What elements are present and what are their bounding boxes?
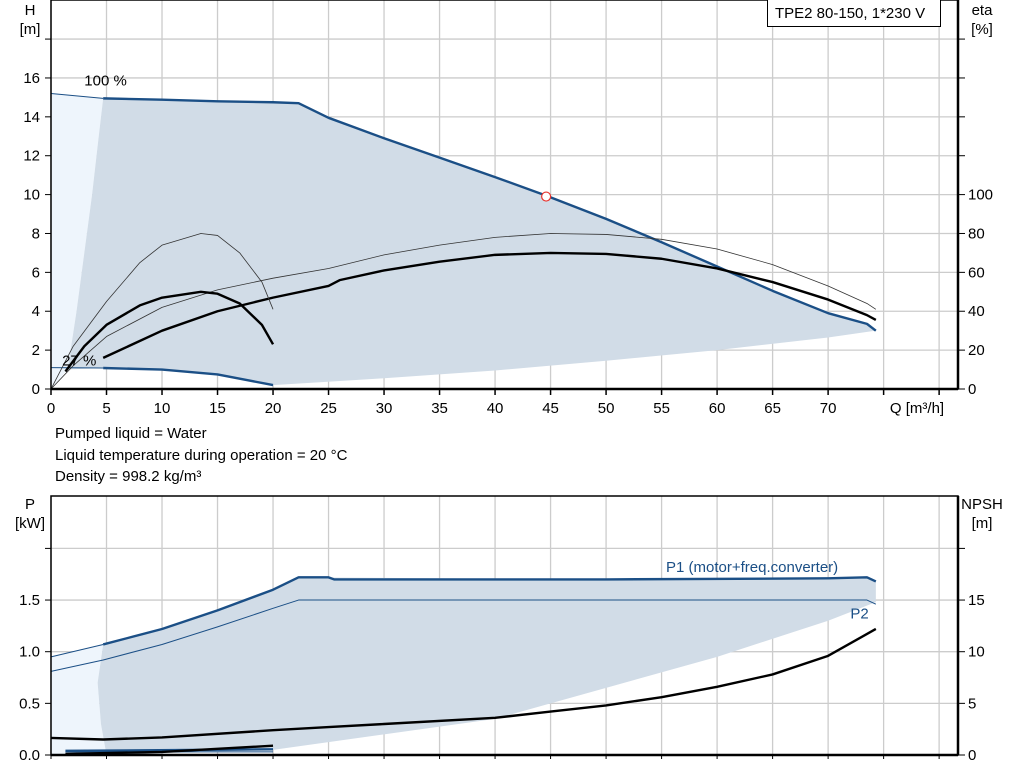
y-tick-label-left: 0.5 <box>19 695 40 712</box>
curve-eta-max <box>102 251 877 359</box>
y-axis-label-right: eta <box>972 2 994 19</box>
x-tick-label: 25 <box>320 400 337 417</box>
curve-P1-max-ext <box>50 643 104 658</box>
y-tick-label-right: 20 <box>968 342 985 359</box>
x-tick-label: 40 <box>487 400 504 417</box>
y-tick-label-right: 100 <box>968 187 993 204</box>
y-axis-label-right: NPSH <box>961 496 1003 513</box>
y-axis-unit-left: [kW] <box>15 515 45 532</box>
y-tick-label-left: 1.5 <box>19 592 40 609</box>
y-tick-label-right: 15 <box>968 592 985 609</box>
y-tick-label-right: 10 <box>968 644 985 661</box>
curve-H-min <box>103 366 274 387</box>
curve-label: 27 % <box>62 353 96 370</box>
x-tick-label: 20 <box>265 400 282 417</box>
info-liquid-temperature: Liquid temperature during operation = 20… <box>55 447 348 464</box>
x-axis-label: Q [m³/h] <box>890 400 944 417</box>
y-tick-label-left: 12 <box>23 148 40 165</box>
curve-H-max <box>103 97 877 332</box>
x-tick-label: 0 <box>47 400 55 417</box>
curve-eta-min <box>64 290 275 373</box>
curve-label: 100 % <box>84 73 127 90</box>
curve-NPSH <box>50 627 877 741</box>
y-tick-label-right: 0 <box>968 381 976 398</box>
info-pumped-liquid: Pumped liquid = Water <box>55 425 207 442</box>
x-tick-label: 50 <box>598 400 615 417</box>
x-tick-label: 30 <box>376 400 393 417</box>
panel-head-efficiency <box>45 0 965 395</box>
curve-eta-max-thin <box>50 233 877 390</box>
y-tick-label-left: 14 <box>23 109 40 126</box>
operating-point-marker <box>541 191 552 202</box>
operating-range <box>67 98 876 386</box>
operating-range-extended <box>51 644 107 755</box>
pump-model-label: TPE2 80-150, 1*230 V <box>767 0 941 27</box>
y-tick-label-left: 4 <box>32 303 40 320</box>
x-tick-label: 45 <box>542 400 559 417</box>
curve-P2-max <box>50 599 877 672</box>
operating-range-extended <box>51 93 104 390</box>
x-tick-label: 65 <box>764 400 781 417</box>
operating-range <box>97 577 876 755</box>
info-density: Density = 998.2 kg/m³ <box>55 468 202 485</box>
y-axis-label-left: P <box>25 496 35 513</box>
panel-power-npsh <box>45 495 965 759</box>
y-tick-label-left: 0 <box>32 381 40 398</box>
x-tick-label: 10 <box>154 400 171 417</box>
x-tick-label: 15 <box>209 400 226 417</box>
y-tick-label-left: 16 <box>23 70 40 87</box>
y-tick-label-left: 6 <box>32 264 40 281</box>
x-tick-label: 55 <box>653 400 670 417</box>
y-tick-label-left: 2 <box>32 342 40 359</box>
y-axis-unit-left: [m] <box>20 21 41 38</box>
x-tick-label: 35 <box>431 400 448 417</box>
y-tick-label-right: 5 <box>968 695 976 712</box>
y-tick-label-left: 1.0 <box>19 644 40 661</box>
y-axis-unit-right: [%] <box>971 21 993 38</box>
x-tick-label: 60 <box>709 400 726 417</box>
y-tick-label-left: 0.0 <box>19 747 40 764</box>
curve-P1-min <box>65 748 274 753</box>
curve-label: P1 (motor+freq.converter) <box>666 559 838 576</box>
x-tick-label: 5 <box>102 400 110 417</box>
y-axis-unit-right: [m] <box>972 515 993 532</box>
y-axis-label-left: H <box>25 2 36 19</box>
x-tick-label: 70 <box>820 400 837 417</box>
y-tick-label-right: 80 <box>968 225 985 242</box>
y-tick-label-left: 10 <box>23 187 40 204</box>
y-tick-label-right: 60 <box>968 264 985 281</box>
curve-H-max-ext <box>50 93 104 99</box>
y-tick-label-left: 8 <box>32 225 40 242</box>
curve-P-min-black <box>65 744 274 756</box>
curve-label: P2 <box>850 606 868 623</box>
curve-eta-min-thin <box>50 233 274 390</box>
y-tick-label-right: 0 <box>968 747 976 764</box>
curve-P1-max <box>102 576 877 646</box>
y-tick-label-right: 40 <box>968 303 985 320</box>
